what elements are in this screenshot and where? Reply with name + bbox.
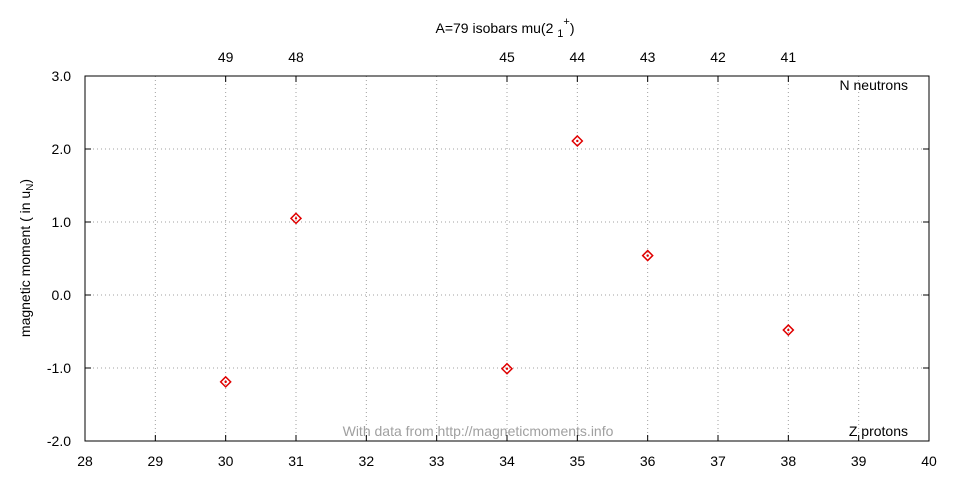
y-tick-label: -1.0 [47, 360, 71, 376]
x-tick-label: 32 [359, 453, 375, 469]
x-tick-label: 31 [288, 453, 304, 469]
marker [571, 134, 584, 148]
marker-dot [646, 254, 649, 257]
x-tick-label: 30 [218, 453, 234, 469]
x-tick-label: 33 [429, 453, 445, 469]
y-tick-label: 1.0 [52, 214, 72, 230]
x2-tick-label: 48 [288, 49, 304, 65]
marker-dot [576, 139, 579, 143]
marker [500, 362, 514, 375]
y-tick-label: 2.0 [52, 141, 72, 157]
chart-title: A=79 isobars mu(2 1+) [435, 16, 574, 40]
marker-dot [787, 328, 790, 332]
x2-tick-label: 42 [710, 49, 726, 65]
x-tick-label: 39 [851, 453, 867, 469]
x-tick-label: 37 [710, 453, 726, 469]
marker [641, 249, 654, 262]
marker-dot [505, 367, 509, 370]
x-tick-label: 38 [781, 453, 797, 469]
y-axis-label: magnetic moment ( in uN) [17, 179, 36, 337]
marker [289, 212, 303, 225]
y-tick-label: 3.0 [52, 68, 72, 84]
x2-tick-label: 43 [640, 49, 656, 65]
x2-tick-label: 45 [499, 49, 515, 65]
point [571, 134, 584, 148]
point [641, 249, 654, 262]
annotation: Z protons [849, 423, 908, 439]
point [500, 362, 514, 375]
annotation: N neutrons [840, 77, 908, 93]
point [782, 323, 795, 337]
y-tick-label: -2.0 [47, 433, 71, 449]
marker [219, 375, 232, 388]
plot-frame [84, 75, 930, 442]
x-tick-label: 29 [148, 453, 164, 469]
point [219, 375, 232, 388]
x2-tick-label: 44 [570, 49, 586, 65]
x-tick-label: 40 [921, 453, 937, 469]
marker-dot [224, 380, 227, 384]
x-tick-label: 35 [570, 453, 586, 469]
x2-tick-label: 49 [218, 49, 234, 65]
point [289, 212, 303, 225]
credit: With data from http://magneticmoments.in… [343, 423, 614, 439]
x-tick-label: 34 [499, 453, 515, 469]
marker-dot [294, 217, 298, 220]
x2-tick-label: 41 [781, 49, 797, 65]
marker [782, 323, 795, 337]
y-tick-label: 0.0 [52, 287, 72, 303]
x-tick-label: 28 [77, 453, 93, 469]
x-tick-label: 36 [640, 453, 656, 469]
